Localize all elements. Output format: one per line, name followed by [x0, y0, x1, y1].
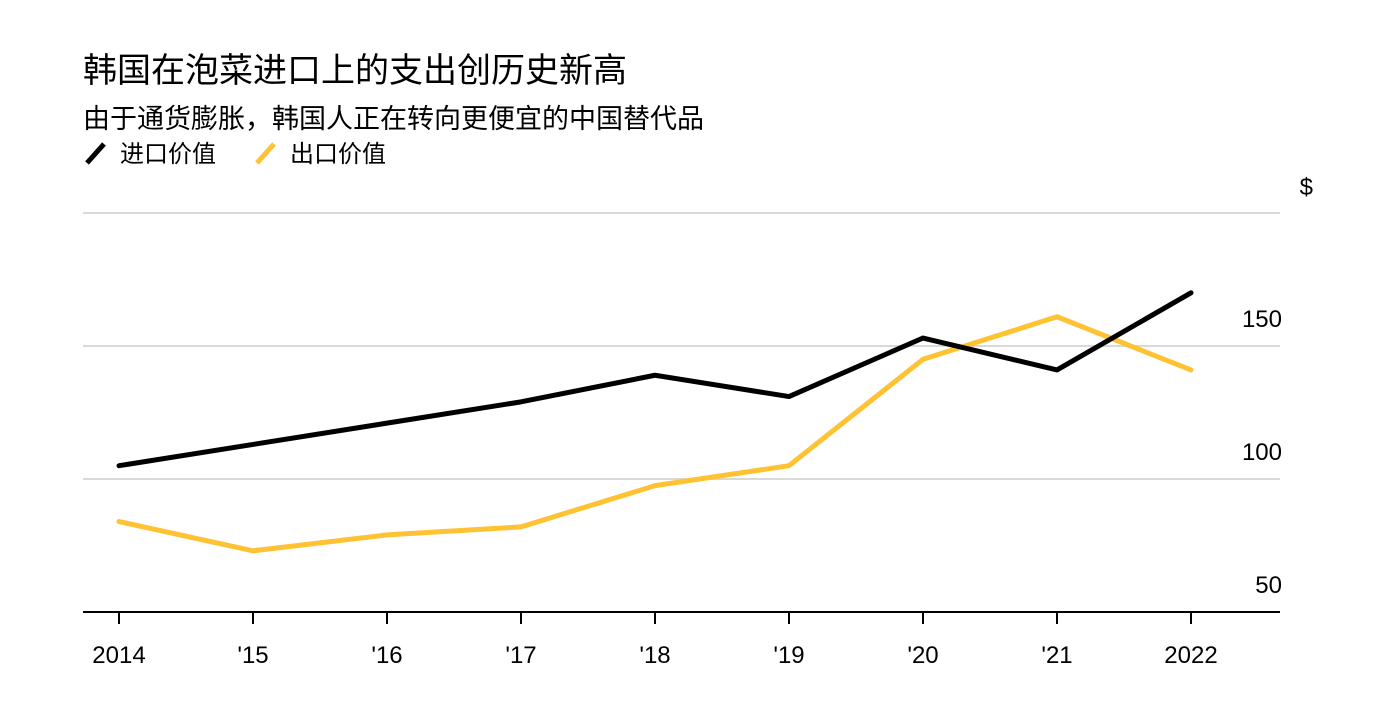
x-tick-label: '17 — [505, 642, 536, 669]
legend-label-import: 进口价值 — [120, 140, 216, 168]
x-tick-label: 2014 — [92, 642, 145, 669]
series-line-import — [116, 290, 1194, 469]
legend: 进口价值 出口价值 — [85, 140, 386, 168]
legend-swatch-export — [255, 142, 276, 165]
y-tick-label: 50 — [1255, 572, 1282, 599]
x-tick-label: '21 — [1041, 642, 1072, 669]
x-tick-label: '19 — [773, 642, 804, 669]
y-axis-unit: $ — [1300, 174, 1313, 201]
legend-swatch-import — [85, 142, 106, 165]
y-tick-label: 150 — [1242, 306, 1282, 333]
series-line-export — [116, 314, 1194, 554]
legend-label-export: 出口价值 — [290, 140, 386, 168]
chart-title: 韩国在泡菜进口上的支出创历史新高 — [83, 51, 627, 91]
chart-subtitle: 由于通货膨胀，韩国人正在转向更便宜的中国替代品 — [83, 104, 704, 135]
x-tick-label: '18 — [639, 642, 670, 669]
x-tick-label: '20 — [907, 642, 938, 669]
x-tick-label: '15 — [237, 642, 268, 669]
x-tick-label: '16 — [371, 642, 402, 669]
y-tick-label: 100 — [1242, 439, 1282, 466]
x-tick-label: 2022 — [1164, 642, 1217, 669]
